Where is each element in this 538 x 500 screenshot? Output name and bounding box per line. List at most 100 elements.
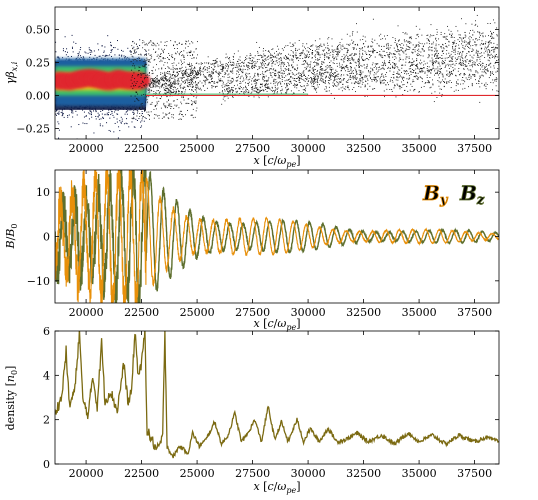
beam-point [421,68,423,70]
beam-point [306,53,308,55]
core-point [99,123,101,125]
beam-point [440,34,442,35]
beam-point [379,66,380,68]
beam-point [168,89,170,91]
beam-point [430,69,432,71]
beam-point [410,42,412,44]
beam-point [250,54,252,56]
beam-point [369,51,371,52]
beam-point [445,46,447,47]
beam-point [211,87,213,89]
beam-point [291,59,293,61]
beam-point [367,45,369,47]
beam-point [338,78,340,79]
core-point [62,57,64,59]
beam-point [362,58,364,60]
beam-point [306,43,308,45]
beam-point [262,62,264,64]
beam-point [246,65,248,67]
beam-point [208,74,210,76]
beam-point [457,58,458,60]
beam-point [398,44,400,45]
beam-point [431,62,433,64]
core-point [62,48,64,50]
beam-point [254,75,256,77]
beam-point [399,69,401,71]
core-point [136,110,138,112]
beam-point [194,89,196,91]
beam-point [488,49,489,51]
beam-point [488,41,490,43]
beam-point [386,47,388,49]
beam-point [472,39,474,41]
beam-point [421,48,423,50]
beam-point [358,61,360,63]
beam-point [206,79,208,81]
beam-point [457,57,459,59]
beam-point [376,79,378,81]
beam-point [457,30,459,32]
beam-point [497,47,498,49]
beam-point [334,49,336,51]
beam-point [312,44,314,46]
beam-point [364,36,366,38]
beam-point [375,73,377,75]
beam-point [265,58,267,60]
beam-point [418,41,420,43]
beam-point [459,37,461,39]
beam-point [191,79,192,81]
beam-point [259,54,261,56]
beam-point [351,58,353,60]
beam-point [494,47,496,49]
beam-point [488,54,490,56]
beam-point [462,51,464,53]
beam-point [387,47,389,49]
beam-point [330,68,332,70]
beam-point [325,56,327,58]
beam-point [386,45,388,47]
beam-point [493,37,495,39]
beam-point [347,68,349,70]
beam-point [277,53,279,55]
beam-point [412,64,414,66]
beam-point [197,71,199,73]
beam-point [442,36,444,38]
beam-point [444,57,446,59]
beam-point [197,73,199,75]
core-point [144,54,146,56]
beam-point [246,65,248,67]
beam-point [372,52,374,54]
core-point [104,55,106,57]
beam-point [239,66,241,67]
core-point [140,126,142,128]
beam-point [232,90,234,92]
beam-point [224,74,226,75]
beam-point [355,81,357,83]
beam-point [202,68,204,70]
beam-point [333,51,335,53]
beam-point [474,24,476,26]
beam-point [319,45,321,46]
beam-point [417,55,418,57]
beam-point [370,50,372,52]
beam-point [163,80,165,82]
beam-point [340,65,342,67]
beam-point [393,54,395,55]
beam-point [359,39,361,41]
beam-point [436,40,437,42]
beam-point [165,79,167,81]
beam-point [214,62,216,64]
beam-point [415,68,417,70]
beam-point [330,75,332,77]
beam-point [411,51,413,53]
beam-point [340,78,341,79]
beam-point [249,53,251,55]
beam-point [270,72,272,74]
beam-point [491,55,493,57]
core-point [111,50,113,52]
beam-point [196,91,198,93]
beam-point [336,47,338,49]
beam-point [401,49,402,51]
beam-point [388,54,390,56]
beam-point [392,56,394,58]
